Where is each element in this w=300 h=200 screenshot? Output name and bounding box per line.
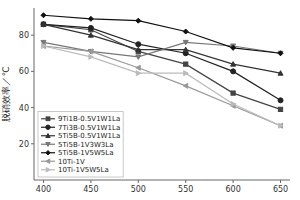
series (41, 22, 282, 111)
point (183, 40, 188, 45)
series-line (43, 24, 280, 100)
x-tick (233, 180, 234, 183)
series (41, 22, 283, 103)
point (89, 54, 94, 59)
y-tick-label: 60 (19, 67, 29, 76)
point (231, 62, 236, 66)
point (41, 22, 46, 27)
x-axis-line (34, 180, 290, 181)
point (278, 98, 283, 103)
point (184, 71, 189, 76)
point (88, 49, 93, 54)
y-axis-line (34, 8, 35, 180)
y-tick (31, 143, 34, 144)
point (41, 44, 46, 49)
legend-label: 5Ti5B-1V3W3La (58, 141, 114, 149)
legend-marker (46, 134, 50, 138)
y-tick-label: 80 (19, 31, 29, 40)
y-tick-label: 20 (19, 140, 29, 149)
y-axis-label: 脱硝效率／℃ (1, 66, 11, 121)
x-tick-label: 550 (178, 185, 193, 194)
point (231, 101, 236, 106)
point (88, 33, 93, 38)
legend-marker (46, 117, 50, 121)
legend-label: 10Ti-1V (58, 158, 85, 166)
point (88, 25, 93, 30)
point (41, 13, 46, 18)
point (183, 29, 188, 34)
point (278, 107, 282, 111)
x-tick (43, 180, 44, 183)
point (278, 71, 283, 76)
legend-marker (46, 125, 50, 129)
y-tick (31, 71, 34, 72)
point (41, 44, 46, 49)
point (279, 123, 284, 128)
series (41, 44, 283, 129)
legend-label: 7Ti3B-0.5V1W1La (58, 124, 120, 132)
point (41, 22, 45, 26)
point (231, 69, 236, 74)
x-tick (185, 180, 186, 183)
x-tick-label: 650 (273, 185, 288, 194)
legend-marker (46, 151, 50, 155)
series-line (43, 15, 280, 53)
legend-marker (46, 142, 50, 146)
legend-marker (46, 159, 50, 163)
point (231, 91, 235, 95)
point (136, 42, 141, 47)
legend-label: 10Ti-1V5W5La (58, 166, 109, 174)
point (41, 22, 46, 27)
series (41, 22, 283, 75)
y-tick (31, 35, 34, 36)
point (278, 123, 283, 128)
point (231, 45, 236, 50)
point (136, 47, 141, 52)
x-tick (90, 180, 91, 183)
point (184, 62, 188, 66)
chart: 400 450 500 550 600 650 20 40 60 80 脱硝效率／℃ 9Ti1B-0.… (0, 0, 300, 200)
plot-area (41, 13, 283, 128)
legend-label: 9Ti1B-0.5V1W1La (58, 115, 120, 123)
x-tick-label: 400 (36, 185, 51, 194)
point (136, 71, 141, 76)
y-tick (31, 107, 34, 108)
legend-marker (46, 168, 50, 172)
legend-label: 5Ti5B-1V5W5La (58, 149, 114, 157)
point (136, 18, 141, 23)
x-tick-label: 450 (83, 185, 98, 194)
x-tick-label: 500 (131, 185, 146, 194)
x-tick (280, 180, 281, 183)
point (88, 49, 93, 54)
point (183, 47, 188, 52)
legend: 9Ti1B-0.5V1W1La7Ti3B-0.5V1W1La5Ti5B-0.5V… (38, 112, 123, 178)
point (136, 65, 141, 70)
axes: 400 450 500 550 600 650 20 40 60 80 (19, 8, 290, 194)
series-line (43, 24, 280, 109)
point (183, 83, 188, 88)
point (278, 51, 283, 56)
point (136, 55, 141, 60)
legend-label: 5Ti5B-0.5V1W1La (58, 132, 120, 140)
series (41, 44, 283, 129)
x-tick-label: 600 (225, 185, 240, 194)
legend-box (38, 112, 123, 178)
y-tick-label: 40 (19, 104, 29, 113)
point (278, 51, 283, 56)
x-tick (138, 180, 139, 183)
point (88, 16, 93, 21)
